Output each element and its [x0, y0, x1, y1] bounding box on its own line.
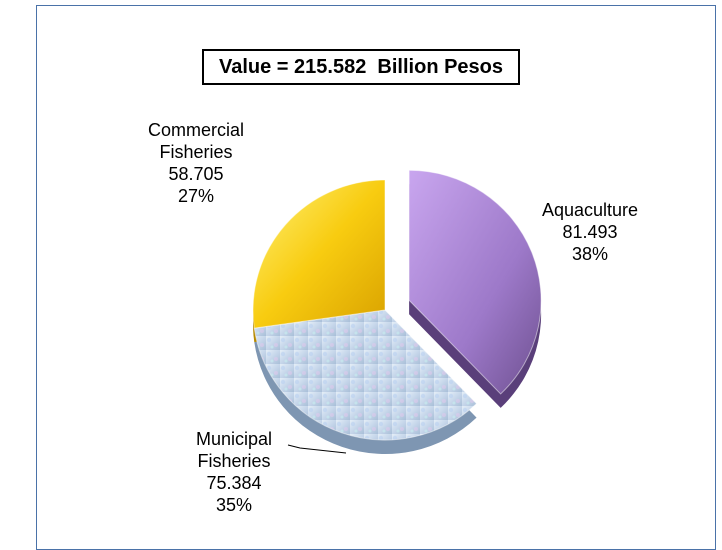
leader-line-municipal-fisheries	[287, 444, 347, 454]
pie-slice-commercial-fisheries	[252, 179, 386, 329]
pie-slice-aquaculture	[408, 169, 542, 395]
pie-slice-municipal-fisheries	[253, 309, 478, 441]
slice-label-municipal-fisheries: Municipal Fisheries 75.384 35%	[196, 429, 272, 515]
slice-label-aquaculture: Aquaculture 81.493 38%	[542, 200, 638, 264]
chart-title: Value = 215.582 Billion Pesos	[218, 55, 504, 78]
chart-title-box: Value = 215.582 Billion Pesos	[202, 49, 520, 85]
slice-label-commercial-fisheries: Commercial Fisheries 58.705 27%	[148, 120, 244, 206]
